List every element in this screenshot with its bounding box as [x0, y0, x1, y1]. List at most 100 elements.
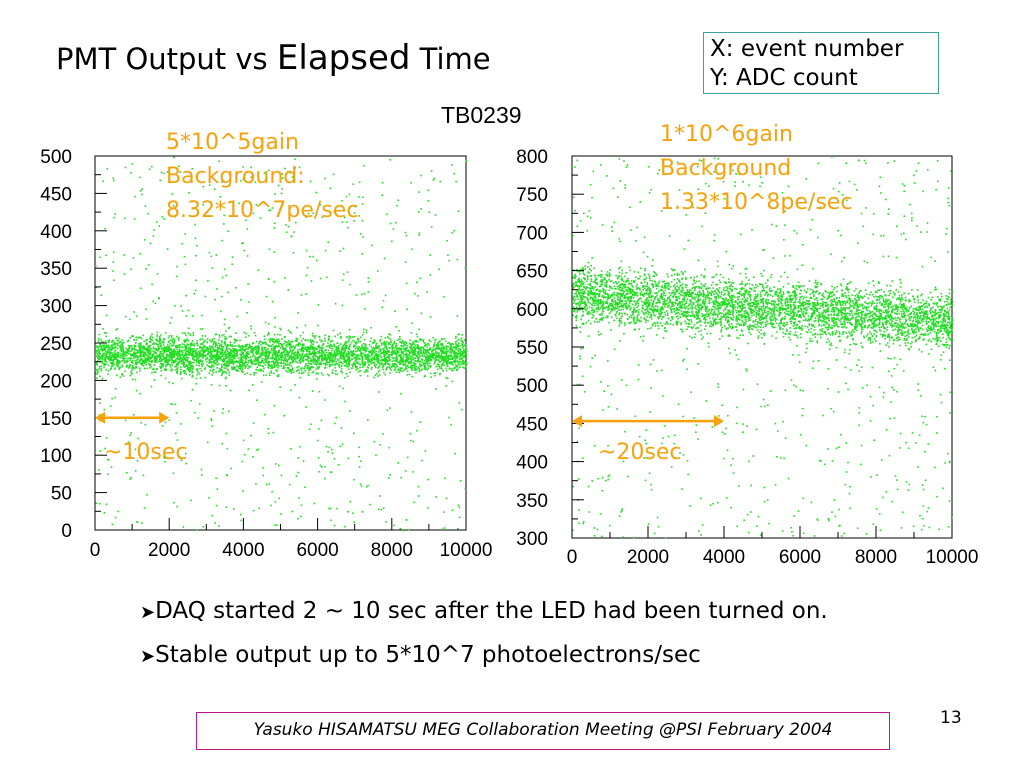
data-point	[229, 348, 232, 351]
data-point	[372, 350, 374, 353]
data-point	[235, 332, 237, 334]
data-point	[454, 346, 457, 348]
data-point	[326, 359, 328, 362]
data-point	[172, 382, 174, 385]
data-point	[306, 346, 308, 349]
data-point	[313, 358, 316, 360]
data-point	[111, 345, 114, 348]
data-point	[455, 335, 457, 338]
data-point	[430, 358, 433, 361]
data-point	[177, 357, 180, 360]
data-point	[380, 508, 383, 511]
data-point	[331, 452, 333, 454]
data-point	[261, 357, 264, 360]
data-point	[100, 348, 102, 351]
data-point	[283, 342, 285, 345]
data-point	[143, 362, 145, 365]
data-point	[206, 347, 209, 349]
data-point	[245, 348, 248, 350]
data-point	[247, 448, 250, 450]
data-point	[126, 472, 128, 474]
data-point	[189, 350, 191, 353]
data-point	[225, 355, 228, 357]
data-point	[117, 356, 119, 358]
data-point	[387, 359, 389, 361]
data-point	[206, 441, 209, 444]
data-point	[235, 350, 238, 352]
data-point	[400, 476, 402, 479]
data-point	[166, 248, 169, 250]
data-point	[391, 347, 393, 349]
data-point	[362, 352, 365, 355]
data-point	[428, 211, 431, 213]
data-point	[414, 349, 416, 351]
data-point	[358, 215, 360, 217]
data-point	[364, 345, 367, 348]
data-point	[226, 474, 228, 477]
data-point	[175, 432, 177, 435]
data-point	[239, 339, 241, 342]
data-point	[446, 239, 448, 242]
data-point	[225, 349, 227, 351]
data-point	[98, 367, 101, 370]
data-point	[214, 522, 216, 524]
data-point	[316, 361, 319, 364]
data-point	[318, 470, 321, 473]
data-point	[356, 338, 359, 340]
data-point	[245, 352, 248, 354]
data-point	[232, 351, 234, 353]
data-point	[132, 354, 135, 356]
data-point	[331, 347, 334, 350]
data-point	[190, 499, 192, 502]
data-point	[312, 351, 314, 353]
data-point	[175, 358, 178, 360]
data-point	[435, 365, 437, 368]
data-point	[442, 356, 444, 358]
data-point	[176, 367, 179, 369]
data-point	[216, 345, 219, 347]
data-point	[275, 358, 277, 360]
data-point	[276, 370, 278, 372]
data-point	[220, 356, 222, 358]
data-point	[144, 423, 147, 426]
data-point	[377, 375, 379, 377]
data-point	[242, 242, 244, 244]
data-point	[459, 366, 461, 368]
data-point	[259, 355, 261, 357]
data-point	[717, 301, 719, 304]
data-point	[233, 338, 236, 341]
data-point	[200, 355, 202, 357]
data-point	[355, 359, 357, 362]
data-point	[107, 345, 110, 348]
data-point	[426, 291, 428, 293]
data-point	[187, 367, 189, 369]
data-point	[305, 349, 308, 352]
data-point	[333, 211, 336, 214]
data-point	[373, 358, 376, 361]
data-point	[152, 353, 155, 356]
data-point	[361, 361, 364, 364]
data-point	[180, 372, 182, 374]
data-point	[449, 367, 451, 370]
data-point	[266, 334, 269, 336]
data-point	[373, 339, 376, 341]
data-point	[96, 377, 98, 379]
data-point	[302, 347, 305, 349]
data-point	[286, 351, 288, 354]
data-point	[317, 363, 319, 365]
data-point	[351, 358, 353, 361]
data-point	[187, 369, 190, 371]
data-point	[379, 350, 382, 353]
data-point	[363, 349, 365, 351]
data-point	[380, 355, 382, 357]
data-point	[442, 343, 444, 346]
data-point	[322, 354, 324, 357]
data-point	[299, 335, 302, 337]
data-point	[189, 333, 191, 335]
data-point	[409, 343, 412, 345]
data-point	[446, 360, 449, 362]
data-point	[211, 374, 213, 376]
data-point	[163, 172, 165, 175]
data-point	[250, 361, 252, 363]
data-point	[226, 368, 229, 371]
